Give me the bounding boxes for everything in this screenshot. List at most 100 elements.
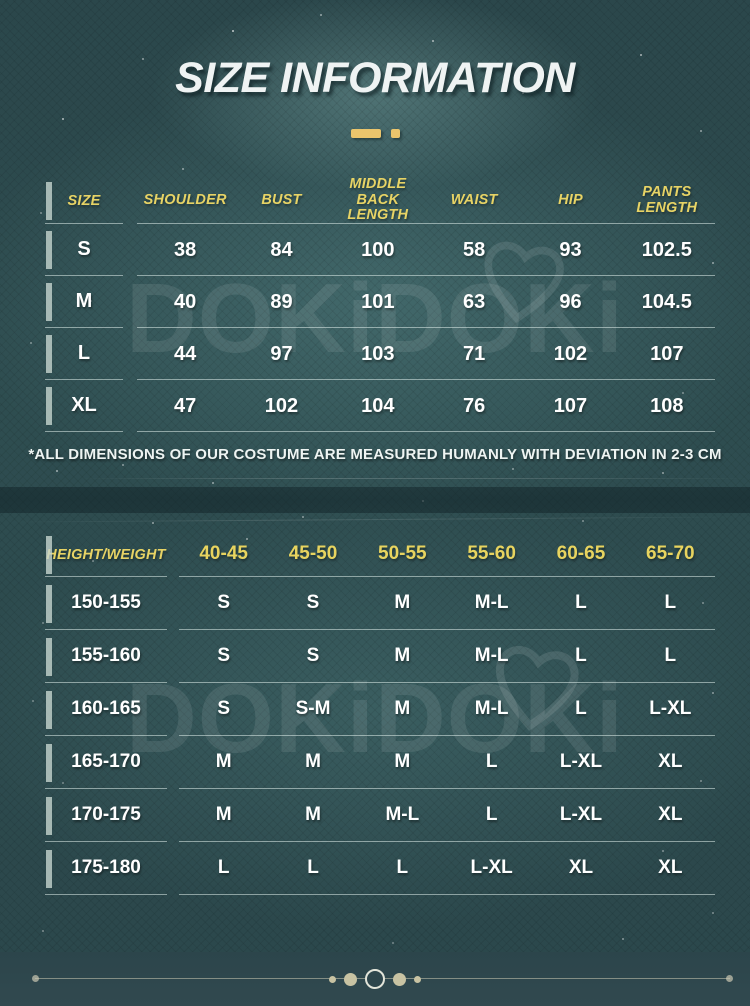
cell-value: 102 — [553, 342, 588, 365]
table-row-size-s: S 38 84 100 58 93 102.5 — [45, 224, 715, 276]
size-label: L — [45, 328, 123, 380]
column-header-waist: WAIST — [450, 191, 498, 208]
row-accent-bar — [46, 584, 52, 623]
row-accent-bar — [46, 335, 52, 373]
fit-table-header-row: HEIGHT/WEIGHT 40-45 45-50 50-55 55-60 60… — [45, 533, 715, 577]
pagination-dot[interactable] — [344, 972, 357, 986]
column-header-shoulder: SHOULDER — [143, 191, 227, 208]
footer-band — [0, 952, 750, 1006]
cell-value: XL — [658, 803, 683, 825]
cell-value: M — [305, 750, 321, 772]
column-header-pants-length: PANTS LENGTH — [636, 183, 698, 216]
size-table: SIZE SHOULDER BUST MIDDLE BACK LENGTH WA… — [45, 175, 715, 432]
cell-value: L — [575, 591, 587, 613]
table-row-size-l: L 44 97 103 71 102 107 — [45, 328, 715, 380]
cell-value: 97 — [270, 342, 293, 365]
height-label: 160-165 — [45, 683, 167, 736]
cell-value: L — [396, 856, 409, 878]
cell-value: L-XL — [559, 803, 603, 825]
cell-value: 100 — [361, 238, 395, 261]
pagination-dot[interactable] — [393, 972, 406, 986]
cell-value: 76 — [463, 394, 486, 417]
cell-value: L — [217, 856, 230, 878]
row-accent-bar — [46, 182, 52, 220]
size-table-header-row: SIZE SHOULDER BUST MIDDLE BACK LENGTH WA… — [45, 175, 715, 224]
table-row-height-170-175: 170-175 M M M-L L L-XL XL — [45, 789, 715, 842]
cell-value: 38 — [174, 238, 197, 261]
cell-value: 58 — [463, 238, 486, 261]
cell-value: L — [575, 697, 587, 719]
table-row-height-165-170: 165-170 M M M L L-XL XL — [45, 736, 715, 789]
cell-value: S — [306, 644, 320, 666]
fit-table: HEIGHT/WEIGHT 40-45 45-50 50-55 55-60 60… — [45, 533, 715, 895]
cell-value: L — [485, 750, 498, 772]
column-header-weight-range: 50-55 — [378, 543, 427, 565]
column-header-weight-range: 40-45 — [199, 543, 248, 565]
section-divider — [0, 487, 750, 513]
pagination-dot[interactable] — [414, 975, 421, 983]
cell-value: 103 — [361, 342, 395, 365]
cell-value: L — [664, 591, 677, 613]
size-label: XL — [45, 380, 123, 432]
pagination-dot[interactable] — [329, 975, 336, 983]
cell-value: 102 — [264, 394, 299, 417]
cell-value: L-XL — [470, 856, 513, 878]
column-header-size: SIZE — [45, 178, 123, 224]
row-accent-bar — [46, 536, 52, 574]
cell-value: XL — [658, 750, 683, 772]
cell-value: 107 — [553, 394, 588, 417]
column-header-weight-range: 45-50 — [288, 543, 338, 565]
height-label: 150-155 — [45, 577, 167, 630]
cell-value: M — [394, 750, 411, 772]
cell-value: M — [394, 644, 411, 666]
cell-value: S — [306, 591, 320, 613]
row-accent-bar — [46, 690, 52, 729]
row-accent-bar — [46, 743, 52, 782]
height-label: 170-175 — [45, 789, 167, 842]
column-header-middle-back-length: MIDDLE BACK LENGTH — [347, 175, 409, 224]
table-row-height-160-165: 160-165 S S-M M M-L L L-XL — [45, 683, 715, 736]
size-label: M — [45, 276, 123, 328]
cell-value: S — [217, 591, 230, 613]
pagination-current-dot[interactable] — [365, 969, 385, 989]
cell-value: 40 — [174, 290, 197, 313]
cell-value: 107 — [650, 342, 684, 365]
cell-value: L — [485, 803, 498, 825]
cell-value: 84 — [270, 238, 293, 261]
cell-value: 102.5 — [641, 238, 692, 261]
cell-value: 108 — [650, 394, 684, 417]
height-label: 175-180 — [45, 842, 167, 895]
cell-value: L-XL — [649, 697, 692, 719]
cell-value: 104 — [361, 394, 395, 417]
row-accent-bar — [46, 283, 52, 321]
cell-value: 89 — [270, 290, 293, 313]
row-accent-bar — [46, 231, 52, 269]
table-row-size-xl: XL 47 102 104 76 107 108 — [45, 380, 715, 432]
cell-value: M-L — [385, 803, 420, 825]
cell-value: L — [664, 644, 677, 666]
light-streak — [0, 516, 750, 523]
sparkle-dots — [0, 0, 2, 2]
row-accent-bar — [46, 849, 52, 888]
cell-value: 101 — [361, 290, 395, 313]
table-row-height-175-180: 175-180 L L L L-XL XL XL — [45, 842, 715, 895]
table-row-height-150-155: 150-155 S S M M-L L L — [45, 577, 715, 630]
cell-value: S-M — [295, 697, 331, 719]
size-label: S — [45, 224, 123, 276]
cell-value: S — [217, 644, 230, 666]
table-row-height-155-160: 155-160 S S M M-L L L — [45, 630, 715, 683]
cell-value: L-XL — [559, 750, 603, 772]
height-label: 165-170 — [45, 736, 167, 789]
table-row-size-m: M 40 89 101 63 96 104.5 — [45, 276, 715, 328]
height-label: 155-160 — [45, 630, 167, 683]
cell-value: 93 — [559, 238, 582, 261]
cell-value: M — [215, 750, 232, 772]
cell-value: M-L — [474, 644, 509, 666]
light-streak — [80, 478, 750, 479]
underline-dot — [390, 129, 400, 138]
cell-value: M-L — [474, 591, 509, 613]
cell-value: M — [215, 803, 232, 825]
title-underline — [0, 129, 750, 138]
cell-value: XL — [658, 856, 683, 878]
